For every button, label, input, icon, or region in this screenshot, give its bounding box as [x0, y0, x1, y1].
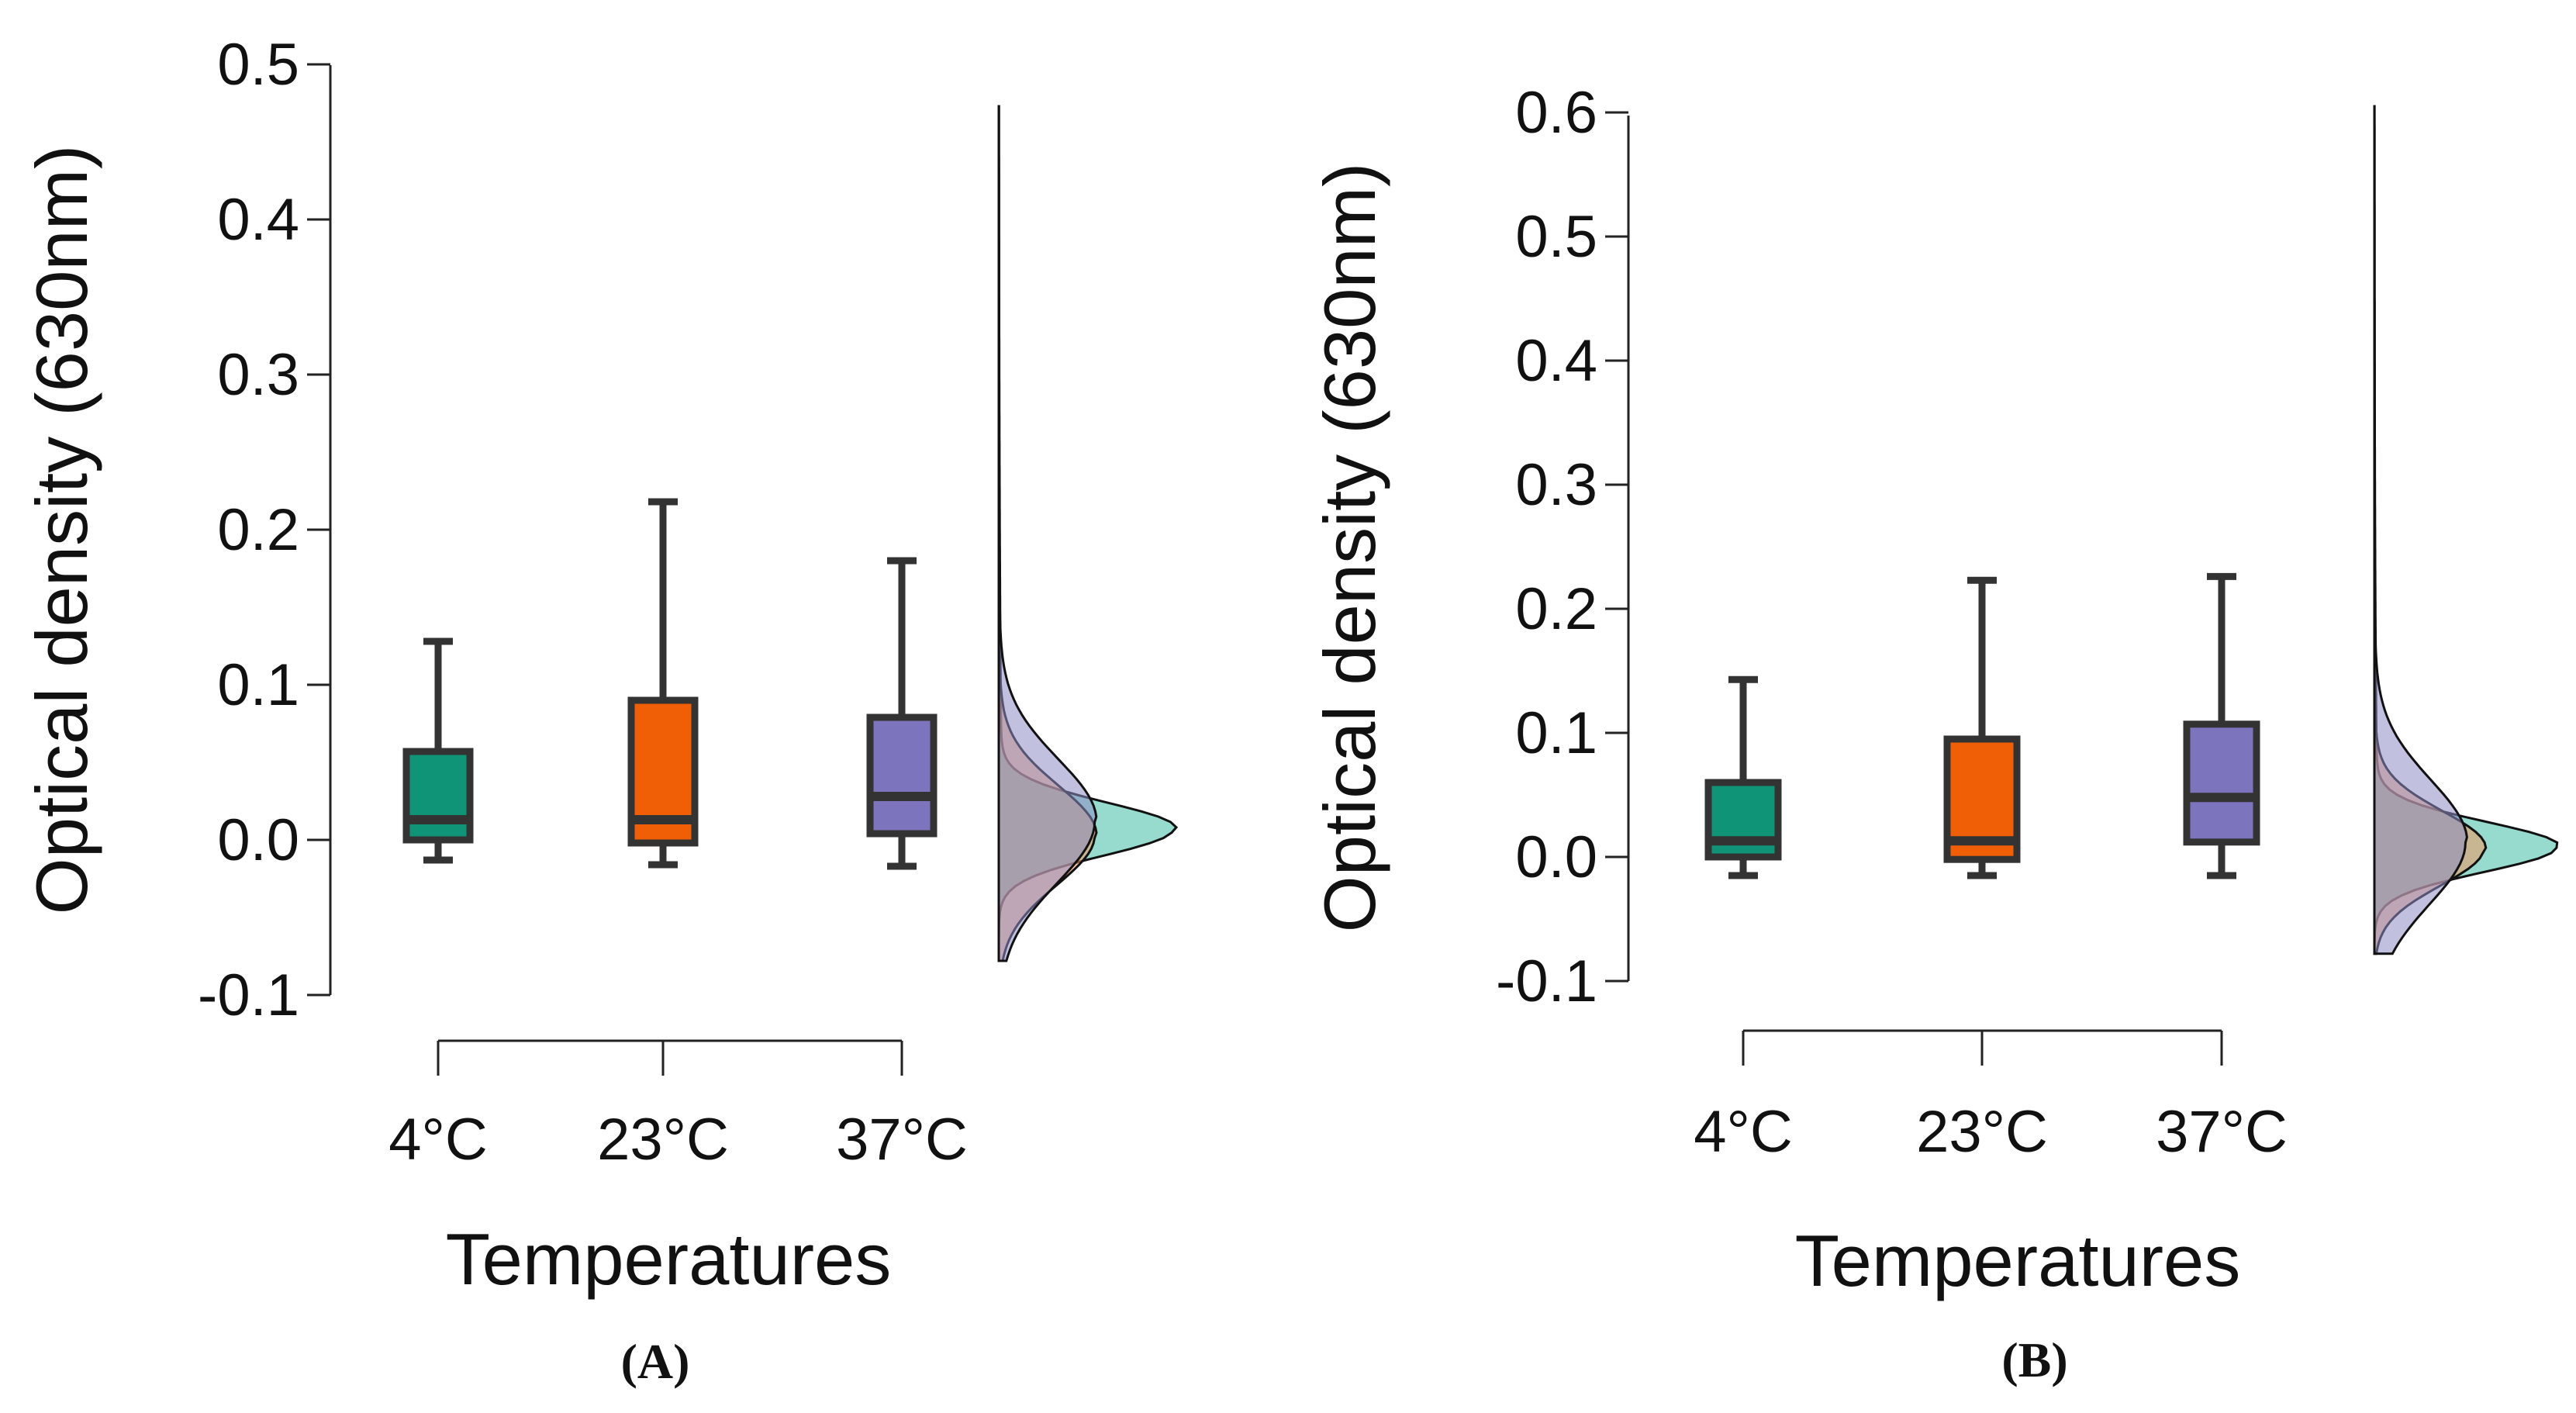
- y-axis-title: Optical density (630nm): [1309, 163, 1390, 933]
- density-plot: [2373, 105, 2559, 955]
- box: [402, 748, 474, 844]
- y-tick-label: 0.5: [217, 32, 299, 98]
- panel-label: (B): [2001, 1332, 2067, 1387]
- boxplots: [1704, 572, 2260, 879]
- box: [2183, 720, 2260, 846]
- y-axis-title: Optical density (630nm): [21, 145, 102, 915]
- box: [866, 713, 938, 838]
- y-tick-label: -0.1: [198, 962, 299, 1028]
- y-tick-label: 0.5: [1515, 204, 1597, 270]
- panel-b: -0.1 0.0 0.1 0.2 0.3 0.4 0.5 0.6 4°C 23°C 37°C Op…: [1309, 80, 2559, 1387]
- box: [1704, 779, 1782, 861]
- y-tick-label: 0.0: [1515, 824, 1597, 890]
- x-tick-label: 37°C: [836, 1107, 968, 1173]
- x-axis-title: Temperatures: [1795, 1220, 2241, 1301]
- y-tick-label: 0.4: [1515, 328, 1597, 394]
- y-tick-label: 0.2: [217, 497, 299, 563]
- x-axis-title: Temperatures: [446, 1218, 892, 1300]
- x-tick-label: 23°C: [597, 1107, 729, 1173]
- panel-a: -0.1 0.0 0.1 0.2 0.3 0.4 0.5 4°C 23°C 37°C Optic…: [21, 32, 1179, 1389]
- x-ticks: 4°C 23°C 37°C: [1694, 1031, 2288, 1165]
- boxplots: [402, 498, 938, 870]
- y-tick-label: 0.0: [217, 807, 299, 873]
- y-tick-label: 0.3: [217, 342, 299, 408]
- y-tick-label: 0.1: [1515, 700, 1597, 766]
- y-ticks: -0.1 0.0 0.1 0.2 0.3 0.4 0.5 0.6: [1496, 80, 1628, 1014]
- x-tick-label: 23°C: [1916, 1099, 2048, 1165]
- x-tick-label: 37°C: [2156, 1099, 2288, 1165]
- density-curve: [997, 105, 1098, 962]
- y-tick-label: -0.1: [1496, 948, 1597, 1014]
- density-curve: [2373, 106, 2468, 955]
- y-tick-label: 0.1: [217, 652, 299, 718]
- x-tick-label: 4°C: [1694, 1099, 1793, 1165]
- y-tick-label: 0.3: [1515, 452, 1597, 518]
- x-ticks: 4°C 23°C 37°C: [388, 1041, 968, 1173]
- x-tick-label: 4°C: [388, 1107, 488, 1173]
- y-tick-label: 0.2: [1515, 576, 1597, 642]
- y-ticks: -0.1 0.0 0.1 0.2 0.3 0.4 0.5: [198, 32, 330, 1028]
- y-tick-label: 0.4: [217, 187, 299, 253]
- panel-label: (A): [621, 1334, 690, 1389]
- y-tick-label: 0.6: [1515, 80, 1597, 146]
- density-plot: [997, 105, 1179, 962]
